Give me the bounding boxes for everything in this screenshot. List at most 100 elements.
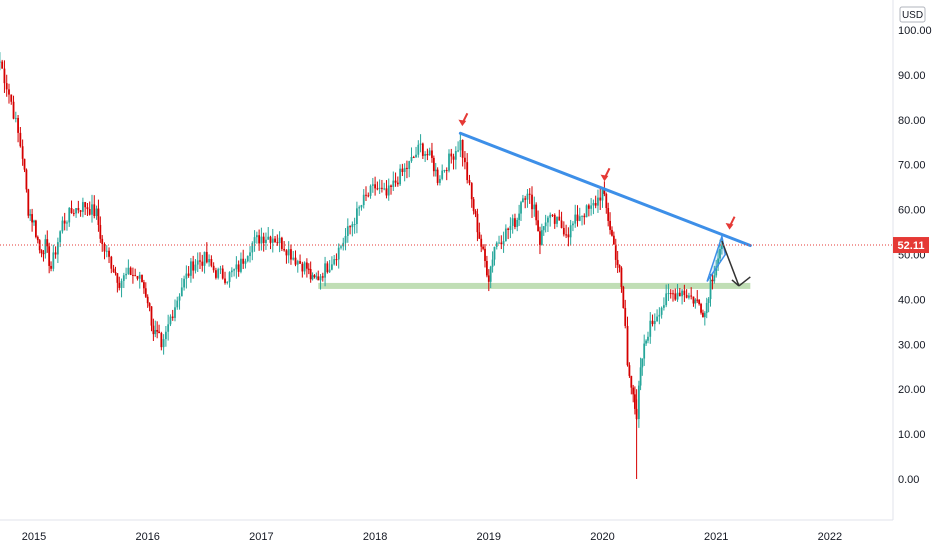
candle-body bbox=[443, 170, 446, 172]
candle-body bbox=[14, 117, 17, 119]
candle-body bbox=[434, 169, 437, 172]
candle-body bbox=[285, 250, 288, 256]
candle-body bbox=[86, 207, 89, 210]
candle-body bbox=[132, 274, 134, 276]
candle-body bbox=[454, 151, 457, 160]
candle-body bbox=[468, 180, 471, 184]
candle-body bbox=[12, 101, 15, 119]
candles-layer bbox=[0, 52, 723, 479]
candle-body bbox=[305, 262, 308, 269]
candle-body bbox=[342, 242, 345, 247]
candle-body bbox=[242, 258, 245, 264]
candle-body bbox=[346, 226, 349, 236]
candle-body bbox=[351, 224, 354, 228]
candle-body bbox=[539, 231, 541, 245]
candle-body bbox=[399, 168, 402, 185]
candle-body bbox=[360, 205, 363, 208]
current-price-value: 52.11 bbox=[898, 240, 925, 252]
candle-body bbox=[457, 150, 460, 152]
candle-body bbox=[678, 292, 681, 297]
candle-body bbox=[369, 185, 372, 196]
candle-body bbox=[154, 329, 157, 335]
candle-body bbox=[317, 276, 320, 281]
price-axis[interactable]: 100.0090.0080.0070.0060.0050.0040.0030.0… bbox=[898, 25, 932, 486]
candle-body bbox=[715, 266, 718, 276]
candle-body bbox=[31, 214, 34, 223]
candle-body bbox=[105, 250, 108, 252]
candle-body bbox=[713, 275, 716, 282]
candle-body bbox=[665, 293, 668, 306]
candle-body bbox=[544, 222, 547, 227]
candle-body bbox=[587, 205, 590, 209]
candle-body bbox=[518, 213, 521, 220]
candle-body bbox=[374, 184, 376, 189]
y-tick-label: 30.00 bbox=[898, 339, 926, 351]
candle-body bbox=[176, 300, 179, 308]
candle-body bbox=[68, 208, 71, 223]
candle-body bbox=[210, 259, 213, 266]
candle-body bbox=[486, 261, 488, 276]
candle-body bbox=[634, 394, 636, 409]
candle-body bbox=[262, 236, 265, 243]
candle-body bbox=[299, 261, 301, 264]
current-price-label: 52.11 bbox=[893, 237, 929, 254]
candle-body bbox=[685, 294, 688, 298]
resistance-trendline[interactable] bbox=[458, 131, 752, 248]
candle-body bbox=[683, 290, 686, 295]
candle-body bbox=[484, 248, 486, 262]
candle-body bbox=[260, 236, 263, 244]
candle-body bbox=[626, 325, 629, 366]
candle-body bbox=[717, 258, 719, 267]
candle-body bbox=[70, 208, 73, 214]
x-tick-label: 2021 bbox=[704, 531, 728, 543]
candle-body bbox=[614, 244, 617, 260]
candle-body bbox=[129, 267, 132, 275]
candle-body bbox=[628, 365, 631, 376]
candle-body bbox=[88, 209, 91, 215]
candle-body bbox=[328, 269, 331, 273]
candle-body bbox=[698, 300, 701, 305]
candle-body bbox=[424, 154, 427, 156]
candle-body bbox=[480, 238, 483, 247]
candle-body bbox=[199, 260, 201, 262]
candle-body bbox=[509, 225, 512, 230]
candle-body bbox=[66, 222, 68, 224]
candle-body bbox=[292, 257, 295, 260]
candle-body bbox=[283, 248, 286, 251]
currency-badge[interactable]: USD bbox=[899, 6, 926, 23]
candle-body bbox=[464, 157, 466, 163]
candle-body bbox=[487, 275, 490, 282]
candle-body bbox=[59, 231, 62, 243]
candle-body bbox=[565, 234, 568, 236]
candle-body bbox=[258, 235, 261, 244]
candle-body bbox=[307, 268, 310, 270]
candle-body bbox=[356, 208, 358, 225]
candle-body bbox=[618, 265, 621, 268]
x-tick-label: 2015 bbox=[22, 531, 46, 543]
candle-body bbox=[649, 320, 652, 337]
candle-body bbox=[265, 239, 267, 243]
candle-body bbox=[567, 234, 570, 238]
candle-body bbox=[118, 282, 121, 288]
candle-body bbox=[415, 154, 417, 158]
candle-body bbox=[61, 220, 64, 232]
candle-body bbox=[335, 259, 338, 261]
candle-body bbox=[450, 153, 453, 157]
candle-body bbox=[237, 264, 240, 272]
candle-body bbox=[224, 278, 226, 283]
candle-body bbox=[36, 236, 39, 241]
candle-body bbox=[702, 312, 704, 318]
candle-body bbox=[472, 199, 475, 212]
candle-body bbox=[84, 202, 87, 208]
candle-body bbox=[720, 245, 723, 250]
reversal-arrow bbox=[458, 112, 469, 127]
candle-body bbox=[431, 150, 433, 158]
candle-body bbox=[641, 358, 644, 368]
candle-body bbox=[585, 205, 588, 218]
candle-body bbox=[127, 267, 130, 274]
candle-body bbox=[23, 158, 26, 170]
candle-body bbox=[40, 250, 43, 254]
candle-body bbox=[371, 184, 374, 186]
time-axis[interactable]: 2015 2016 2017 2018 2019 2020 2021 2022 bbox=[22, 531, 842, 543]
